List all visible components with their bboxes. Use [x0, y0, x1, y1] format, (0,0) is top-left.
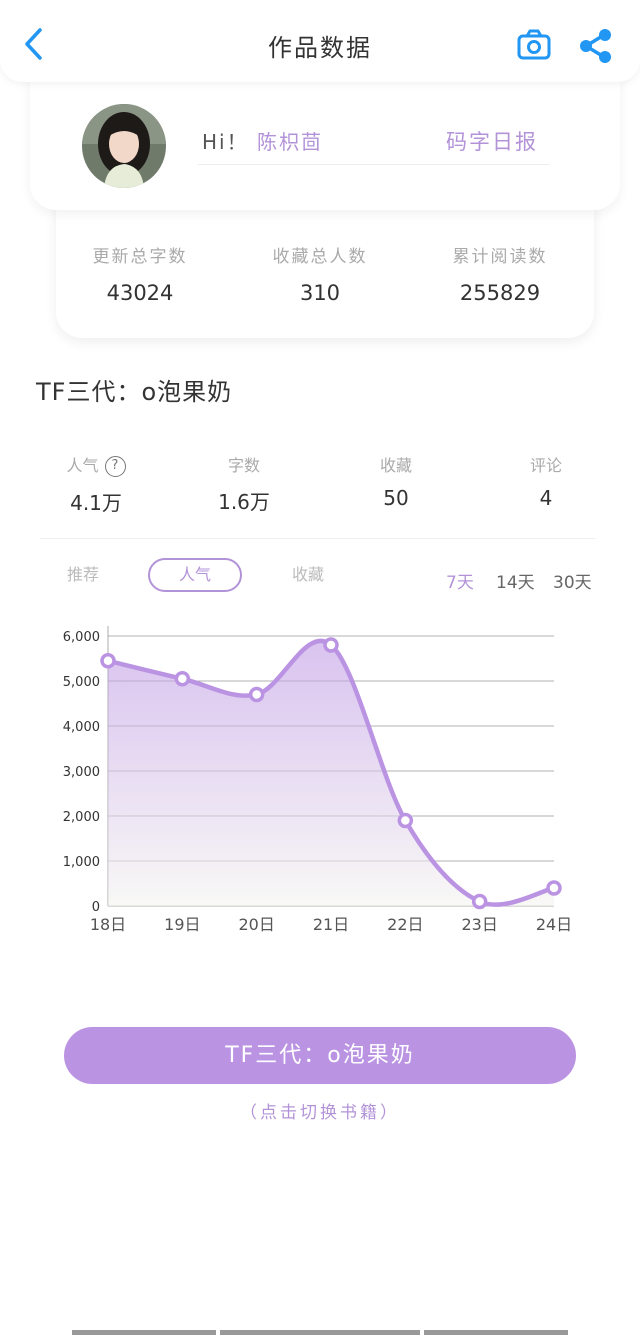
page-title: 作品数据 [268, 34, 372, 62]
daily-report-link[interactable]: 码字日报 [446, 130, 538, 154]
y-tick-label: 5,000 [63, 675, 100, 690]
x-tick-label: 21日 [313, 915, 349, 934]
avatar[interactable] [82, 104, 166, 188]
data-point [397, 812, 414, 829]
data-point [248, 686, 265, 703]
avatar-image [82, 104, 166, 188]
switch-book-button[interactable]: TF三代：o泡果奶 [64, 1027, 576, 1084]
y-tick-label: 2,000 [63, 810, 100, 825]
share-button[interactable] [576, 26, 616, 66]
x-tick-label: 24日 [536, 915, 572, 934]
bottom-bar [220, 1330, 420, 1335]
stat-total-reads: 累计阅读数 255829 [452, 247, 548, 305]
tab-popularity[interactable]: 人气 [148, 558, 242, 592]
range-14-days[interactable]: 14天 [496, 573, 535, 593]
metric-favorites: 收藏 50 [379, 456, 412, 510]
chart-svg: 0 1,000 2,000 3,000 4,000 5,000 6,000 18日 19日 20日… [63, 626, 572, 934]
tab-recommend[interactable]: 推荐 [66, 565, 99, 584]
x-tick-label: 20日 [238, 915, 274, 934]
divider [198, 164, 550, 165]
series-area [108, 640, 554, 906]
camera-button[interactable] [514, 28, 556, 62]
range-7-days[interactable]: 7天 [446, 573, 474, 593]
help-icon[interactable]: ? [104, 456, 126, 477]
switch-book-hint[interactable]: （点击切换书籍） [240, 1103, 400, 1123]
x-tick-label: 22日 [387, 915, 423, 934]
y-tick-label: 1,000 [63, 855, 100, 870]
x-tick-label: 18日 [90, 915, 126, 934]
camera-icon [517, 29, 551, 60]
y-tick-label: 3,000 [63, 765, 100, 780]
top-bar: 作品数据 [0, 0, 640, 82]
x-tick-label: 19日 [164, 915, 200, 934]
y-tick-label: 4,000 [63, 720, 100, 735]
metric-word-count: 字数 1.6万 [218, 456, 270, 514]
tab-favorites[interactable]: 收藏 [291, 565, 324, 584]
metric-popularity: 人气? 4.1万 [36, 452, 156, 516]
stat-total-favorites: 收藏总人数 310 [272, 247, 368, 305]
y-tick-label: 6,000 [63, 630, 100, 645]
data-point [546, 880, 562, 896]
stat-total-words: 更新总字数 43024 [92, 247, 188, 305]
chevron-left-icon [25, 28, 42, 60]
data-point [471, 893, 488, 910]
data-point [100, 653, 116, 669]
divider [40, 538, 596, 539]
range-30-days[interactable]: 30天 [553, 573, 592, 593]
y-tick-label: 0 [92, 900, 100, 915]
bottom-bar [424, 1330, 568, 1335]
metric-comments: 评论 4 [529, 456, 562, 510]
back-button[interactable] [18, 24, 54, 64]
stats-card: 更新总字数 43024 收藏总人数 310 累计阅读数 255829 [56, 200, 594, 338]
data-point [323, 637, 339, 653]
data-point [174, 671, 191, 687]
greeting: Hi！ 陈枳茴 [202, 130, 323, 154]
work-title: TF三代：o泡果奶 [36, 378, 233, 406]
user-card: Hi！ 陈枳茴 码字日报 [30, 72, 620, 210]
popularity-chart: 0 1,000 2,000 3,000 4,000 5,000 6,000 18日 19日 20日… [0, 610, 640, 950]
user-name: 陈枳茴 [256, 130, 323, 154]
bottom-bar [72, 1330, 216, 1335]
x-tick-label: 23日 [461, 915, 497, 934]
share-icon [580, 29, 611, 63]
